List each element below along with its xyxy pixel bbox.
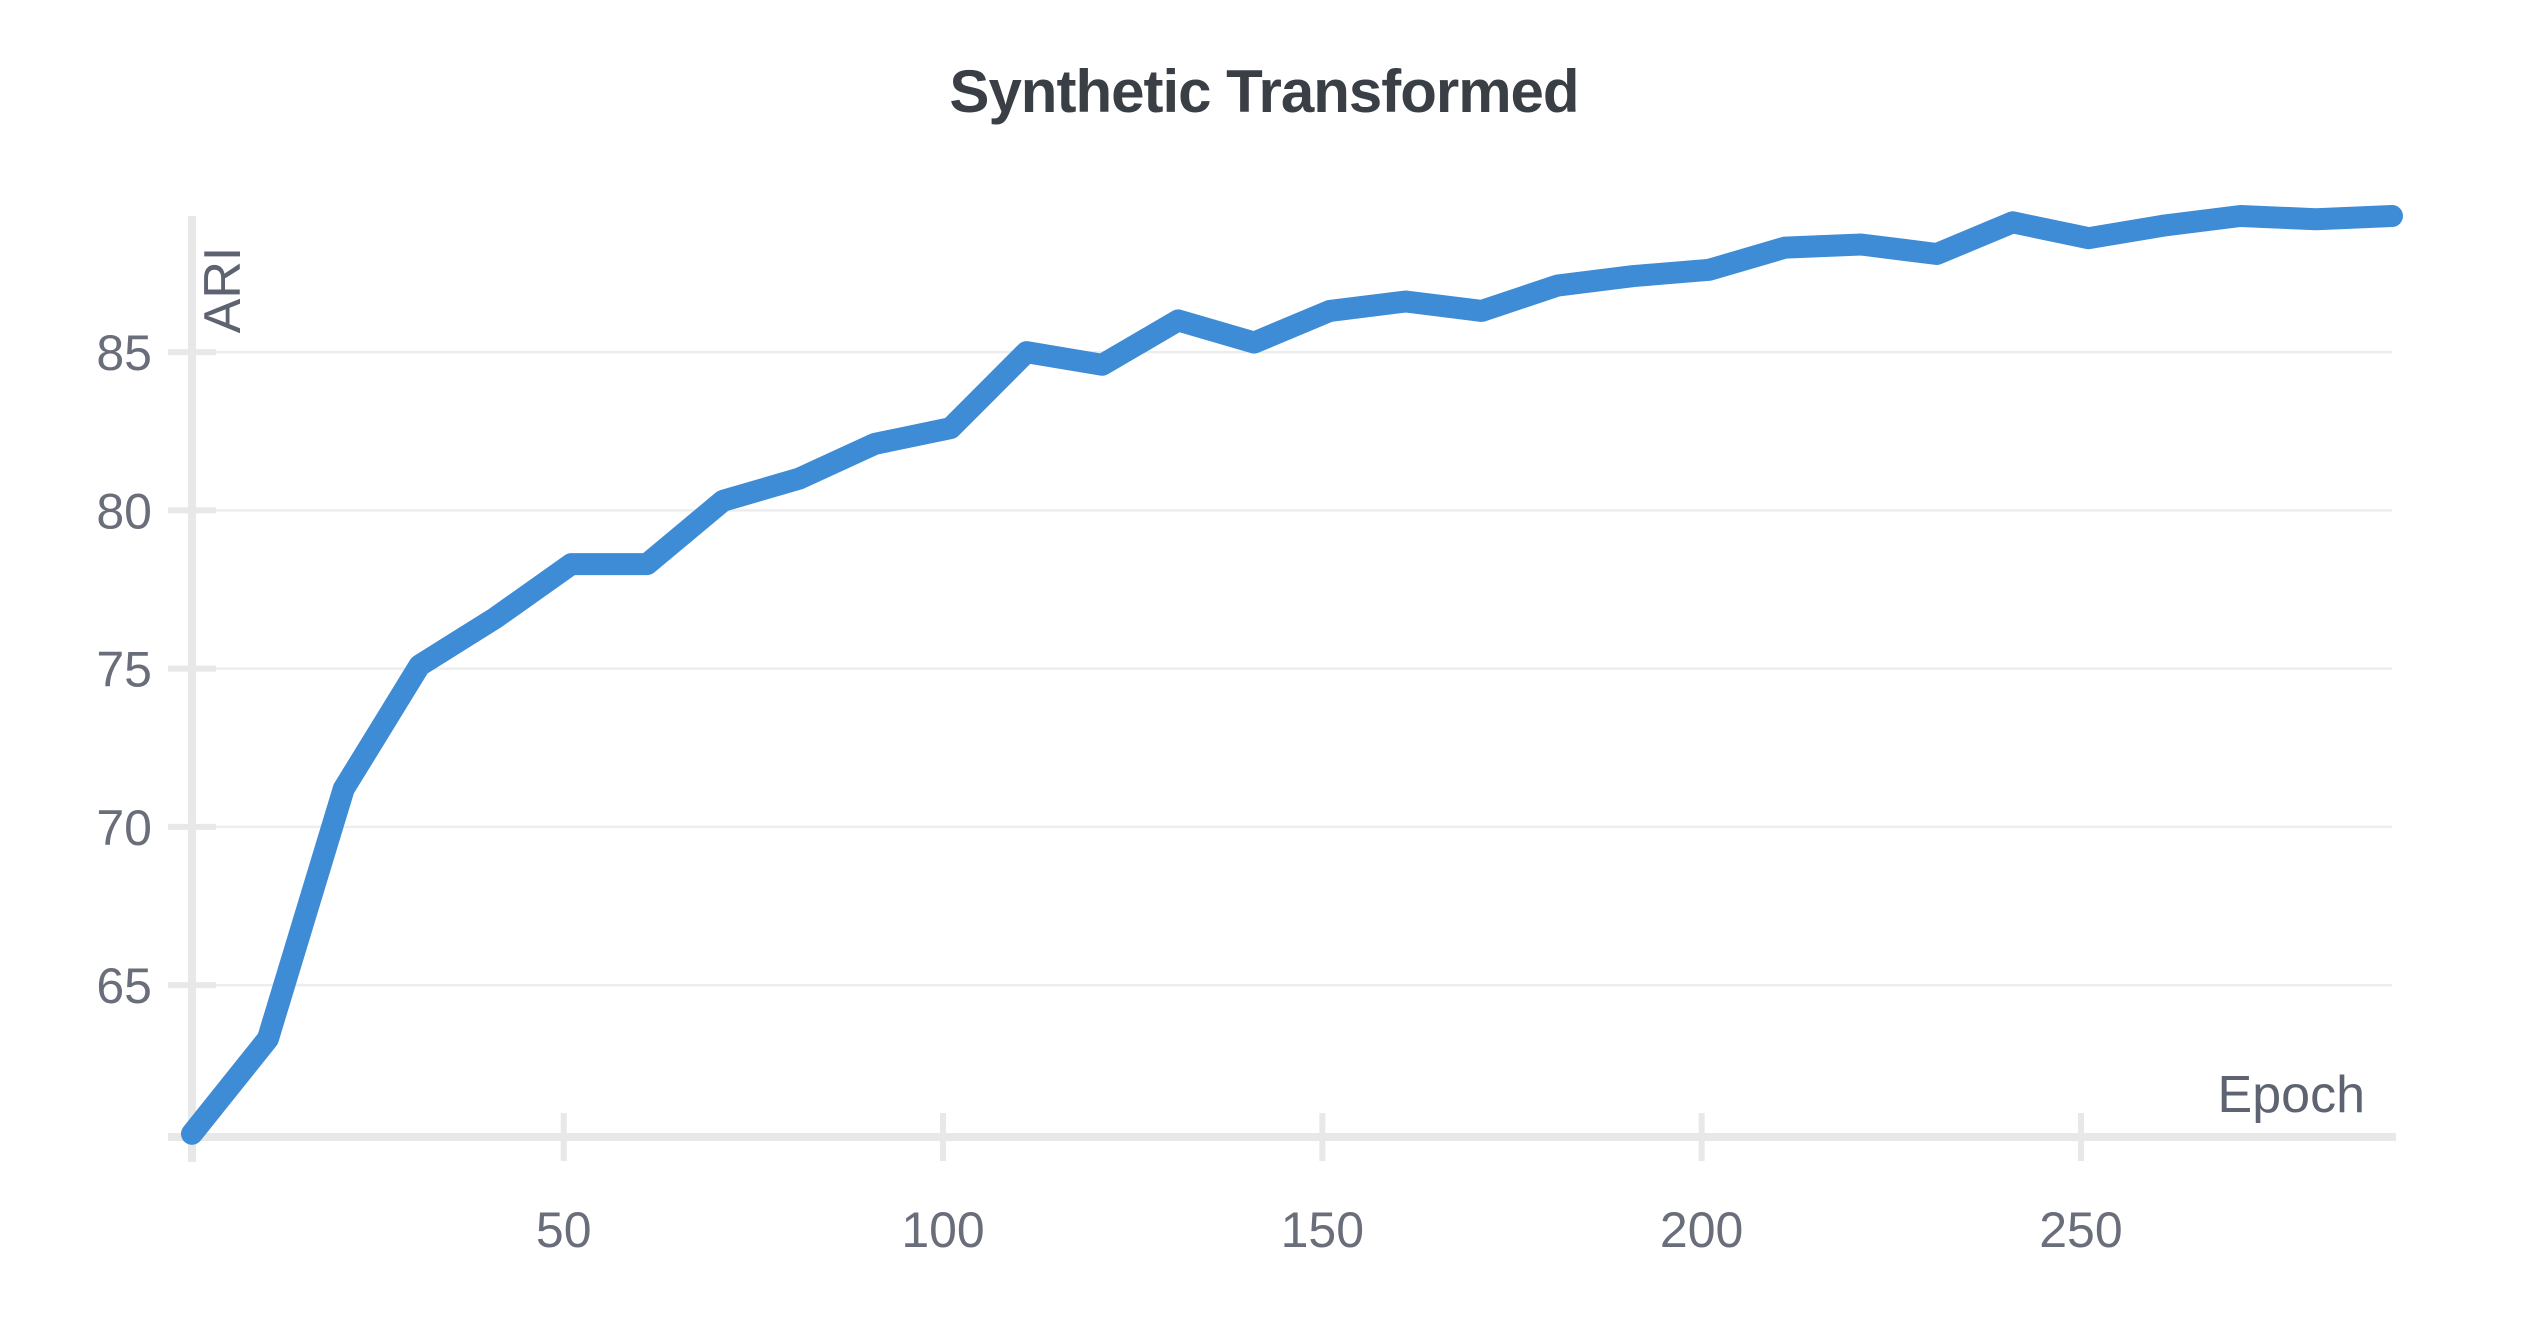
y-tick-label: 70: [96, 800, 152, 856]
tick-marks: [168, 349, 2084, 1161]
series-line-ari: [181, 205, 2403, 1145]
gridlines: [192, 350, 2392, 987]
x-tick-label: 100: [901, 1202, 984, 1258]
y-axis-label: ARI: [194, 247, 252, 334]
y-tick-label: 75: [96, 642, 152, 698]
x-tick-label: 150: [1281, 1202, 1364, 1258]
axis-lines: [168, 216, 2396, 1162]
y-tick-label: 80: [96, 483, 152, 539]
chart-title: Synthetic Transformed: [949, 58, 1578, 125]
x-tick-label: 250: [2039, 1202, 2122, 1258]
x-tick-label: 200: [1660, 1202, 1743, 1258]
y-tick-label: 65: [96, 958, 152, 1014]
y-tick-label: 85: [96, 325, 152, 381]
x-axis-label: Epoch: [2218, 1066, 2365, 1124]
tick-labels: 65 70 75 80 85 50 100 150 200 250: [96, 325, 2122, 1258]
x-tick-label: 50: [536, 1202, 592, 1258]
data-series: [181, 205, 2403, 1145]
